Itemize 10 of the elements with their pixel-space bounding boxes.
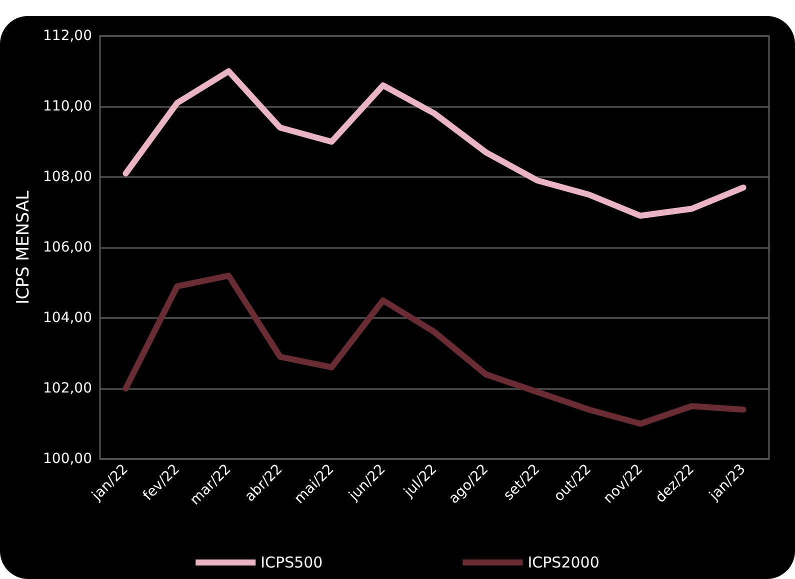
y-tick-label: 100,00 [43,451,92,467]
y-axis-title: ICPS MENSAL [14,190,34,304]
legend-label: ICPS2000 [528,554,600,572]
y-tick-label: 108,00 [43,169,92,185]
y-tick-label: 102,00 [43,380,92,396]
y-tick-label: 112,00 [43,28,92,44]
legend-label: ICPS500 [260,554,323,572]
y-tick-label: 104,00 [43,310,92,326]
y-tick-label: 106,00 [43,240,92,256]
y-tick-label: 110,00 [43,98,92,114]
